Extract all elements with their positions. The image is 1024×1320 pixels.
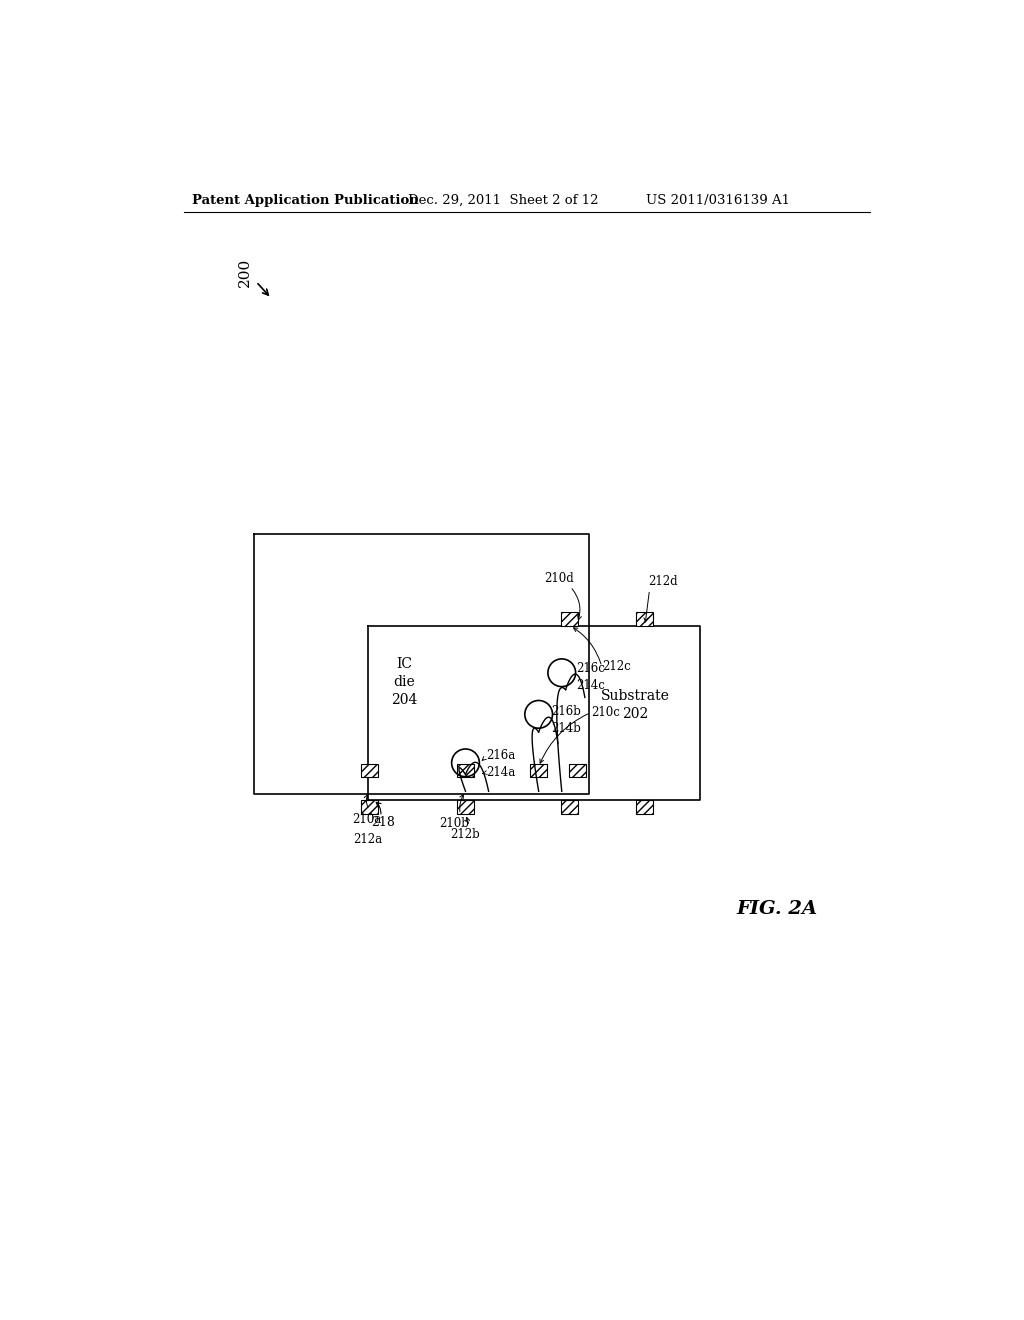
- Text: 216b: 216b: [551, 705, 581, 718]
- Text: 218: 218: [372, 816, 395, 829]
- Bar: [457, 763, 474, 777]
- Bar: [568, 763, 586, 777]
- Bar: [360, 763, 378, 777]
- Text: 210c: 210c: [591, 706, 620, 719]
- Text: 212c: 212c: [602, 660, 632, 673]
- Text: 214b: 214b: [551, 722, 581, 735]
- Text: 212d: 212d: [648, 576, 678, 589]
- Text: IC
die
204: IC die 204: [391, 656, 417, 708]
- Text: 216a: 216a: [486, 748, 515, 762]
- Text: 214c: 214c: [577, 680, 605, 693]
- Bar: [561, 800, 578, 813]
- Bar: [530, 763, 547, 777]
- Bar: [637, 800, 653, 813]
- Text: FIG. 2A: FIG. 2A: [737, 900, 818, 919]
- Text: 210a: 210a: [352, 813, 382, 826]
- Text: 214a: 214a: [486, 767, 515, 779]
- Text: Patent Application Publication: Patent Application Publication: [193, 194, 419, 207]
- Text: 210d: 210d: [544, 572, 573, 585]
- Bar: [360, 800, 378, 813]
- Bar: [637, 612, 653, 626]
- Text: Substrate
202: Substrate 202: [600, 689, 670, 721]
- Text: 216c: 216c: [577, 663, 605, 676]
- Text: Dec. 29, 2011  Sheet 2 of 12: Dec. 29, 2011 Sheet 2 of 12: [408, 194, 598, 207]
- Bar: [457, 800, 474, 813]
- Text: 212a: 212a: [353, 833, 382, 846]
- Bar: [561, 612, 578, 626]
- Text: 210b: 210b: [439, 817, 469, 830]
- Text: 200: 200: [238, 257, 252, 286]
- Text: 212b: 212b: [451, 829, 480, 841]
- Text: US 2011/0316139 A1: US 2011/0316139 A1: [646, 194, 791, 207]
